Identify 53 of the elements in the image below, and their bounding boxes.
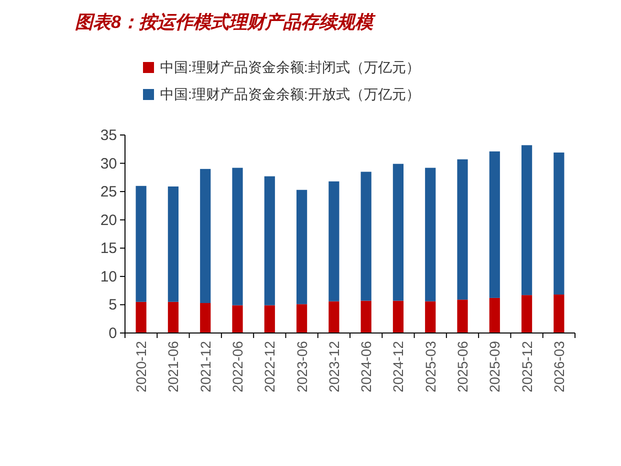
x-tick-label: 2021-06 <box>165 340 182 392</box>
bar <box>296 304 308 333</box>
bar <box>457 300 468 333</box>
x-tick-label: 2022-06 <box>230 340 246 392</box>
legend-label: 中国:理财产品资金余额:封闭式（万亿元） <box>160 59 420 75</box>
bar <box>168 186 179 302</box>
y-tick-label: 20 <box>100 212 117 229</box>
legend-label: 中国:理财产品资金余额:开放式（万亿元） <box>160 86 420 102</box>
y-tick-label: 30 <box>100 155 117 172</box>
x-tick-label: 2025-06 <box>454 340 470 392</box>
x-tick-label: 2024-12 <box>390 340 406 392</box>
bar <box>360 300 372 333</box>
bar <box>521 295 532 333</box>
y-tick-label: 5 <box>108 296 117 314</box>
bar <box>296 190 308 304</box>
chart-title: 图表8：按运作模式理财产品存续规模 <box>75 12 376 32</box>
x-tick-label: 2022-12 <box>262 340 278 392</box>
bar <box>200 303 211 333</box>
y-tick-label: 25 <box>100 184 117 201</box>
x-tick-label: 2023-06 <box>294 340 310 392</box>
bar <box>392 164 404 301</box>
bar <box>200 168 211 304</box>
x-tick-label: 2025-12 <box>518 340 535 392</box>
bar <box>457 159 468 300</box>
x-tick-label: 2020-12 <box>133 340 150 392</box>
y-tick-label: 15 <box>100 240 117 258</box>
bar <box>554 152 564 295</box>
bar <box>328 181 340 302</box>
bar <box>328 301 340 333</box>
x-tick-label: 2025-09 <box>486 340 503 392</box>
x-tick-label: 2026-03 <box>550 340 567 392</box>
bar <box>136 302 146 333</box>
bar <box>392 300 404 333</box>
bar <box>136 186 146 302</box>
bar <box>521 145 532 296</box>
x-tick-label: 2023-12 <box>326 340 342 392</box>
bar <box>264 176 275 306</box>
bar <box>232 305 243 333</box>
y-tick-label: 0 <box>108 325 117 342</box>
x-tick-label: 2024-06 <box>358 340 374 392</box>
y-tick-label: 35 <box>100 127 117 144</box>
bar <box>360 172 372 301</box>
bar <box>168 302 179 333</box>
bar <box>489 151 500 298</box>
x-tick-label: 2025-03 <box>422 340 438 392</box>
x-tick-label: 2021-12 <box>197 340 214 392</box>
bar <box>554 294 564 333</box>
bar <box>425 168 436 302</box>
bar <box>264 305 275 333</box>
bar <box>489 298 500 333</box>
bar <box>232 168 243 306</box>
y-tick-label: 10 <box>100 268 117 286</box>
bar <box>425 301 436 333</box>
